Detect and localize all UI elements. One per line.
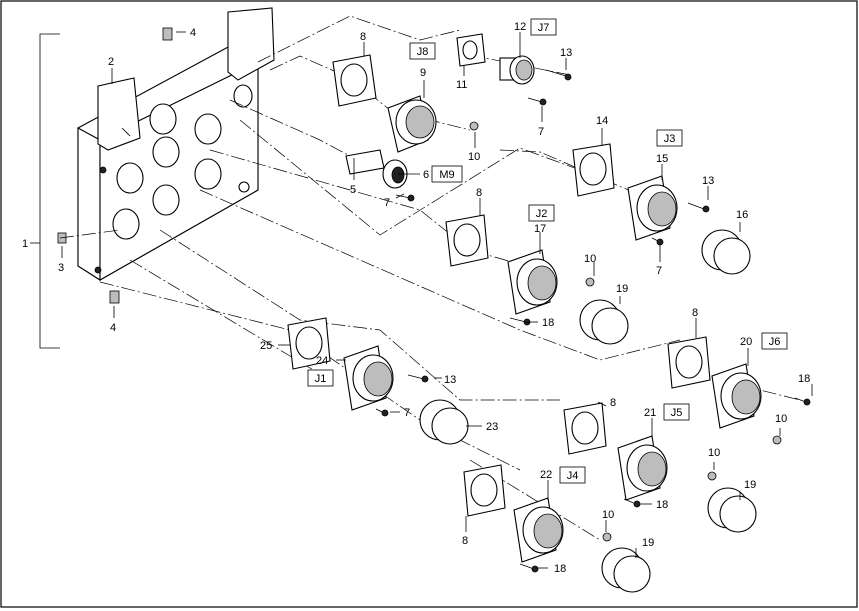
ref-box-j3: [656, 129, 683, 147]
callout-25: 25: [260, 340, 272, 352]
callout-10-d: 10: [708, 447, 720, 459]
callout-13-a: 13: [560, 47, 572, 59]
callout-10-e: 10: [602, 509, 614, 521]
dust-caps: [419, 229, 757, 593]
cap-23: [419, 399, 469, 445]
callout-8-c: 8: [692, 307, 698, 319]
callout-4-top: 4: [190, 27, 196, 39]
callout-18-d: 18: [554, 563, 566, 575]
callout-16: 16: [736, 209, 748, 221]
callout-7-b: 7: [384, 197, 390, 209]
ref-j6: J6: [769, 336, 781, 348]
callout-15: 15: [656, 153, 668, 165]
connector-j4: [513, 497, 564, 563]
ref-box-j6: [761, 332, 788, 350]
connector-j5: [617, 435, 668, 501]
cap-16: [701, 229, 751, 275]
callout-4-bottom: 4: [110, 322, 116, 334]
callout-23: 23: [486, 421, 498, 433]
callout-8-b: 8: [476, 187, 482, 199]
ref-box-j2: [528, 204, 555, 222]
callout-9: 9: [420, 67, 426, 79]
connector-j8: [387, 95, 437, 153]
screw-4-bottom: [109, 290, 120, 304]
callout-24: 24: [316, 355, 328, 367]
ref-j7: J7: [538, 22, 550, 34]
cap-19-bottom: [601, 547, 651, 593]
connector-j7: [499, 55, 535, 85]
connector-j2: [507, 249, 558, 315]
connector-j3: [627, 175, 678, 241]
ref-j5: J5: [671, 407, 683, 419]
callout-3: 3: [58, 262, 64, 274]
callout-10-b: 10: [584, 253, 596, 265]
callout-13-b: 13: [702, 175, 714, 187]
ref-box-j7: [530, 18, 557, 36]
callout-18-c: 18: [656, 499, 668, 511]
callout-19-a: 19: [616, 283, 628, 295]
callout-6: 6: [423, 169, 429, 181]
ref-j2: J2: [536, 208, 548, 220]
callout-18-b: 18: [798, 373, 810, 385]
ref-box-j8: [409, 42, 436, 60]
callout-7-a: 7: [538, 126, 544, 138]
connectors: [343, 55, 762, 563]
connector-m9: [345, 149, 408, 189]
leader-lines: [61, 31, 813, 569]
mounting-plate: [77, 7, 275, 282]
callout-18-a: 18: [542, 317, 554, 329]
callout-8-e: 8: [462, 535, 468, 547]
ref-box-j4: [559, 466, 586, 484]
ref-m9: M9: [439, 169, 454, 181]
callout-11: 11: [456, 79, 467, 91]
callout-1: 1: [22, 238, 28, 250]
ref-j4: J4: [567, 470, 579, 482]
callout-5: 5: [350, 184, 356, 196]
screw-4-top: [162, 27, 173, 41]
connector-j1: [343, 345, 394, 411]
callout-13-c: 13: [444, 374, 456, 386]
ref-j1: J1: [315, 373, 327, 385]
ref-box-j1: [307, 369, 334, 387]
callout-10-a: 10: [468, 151, 480, 163]
callout-19-b: 19: [744, 479, 756, 491]
assembly-bracket: [39, 33, 60, 349]
callout-14: 14: [596, 115, 608, 127]
callout-22: 22: [540, 469, 552, 481]
cap-19-top: [579, 299, 629, 345]
ref-box-m9: [431, 165, 463, 183]
ref-j3: J3: [664, 133, 676, 145]
callout-2: 2: [108, 56, 114, 68]
callout-17: 17: [534, 223, 546, 235]
callout-21: 21: [644, 407, 656, 419]
connector-j6: [711, 363, 762, 429]
callout-12: 12: [514, 21, 526, 33]
callout-20: 20: [740, 336, 752, 348]
callout-7-c: 7: [656, 265, 662, 277]
callout-7-d: 7: [404, 407, 410, 419]
cap-19-mid: [707, 487, 757, 533]
gaskets: [287, 33, 711, 517]
callout-10-c: 10: [775, 413, 787, 425]
ref-j8: J8: [417, 46, 429, 58]
callout-8-d: 8: [610, 397, 616, 409]
reference-boxes: [307, 18, 788, 484]
callout-8-a: 8: [360, 31, 366, 43]
callout-19-c: 19: [642, 537, 654, 549]
ref-box-j5: [663, 403, 690, 421]
